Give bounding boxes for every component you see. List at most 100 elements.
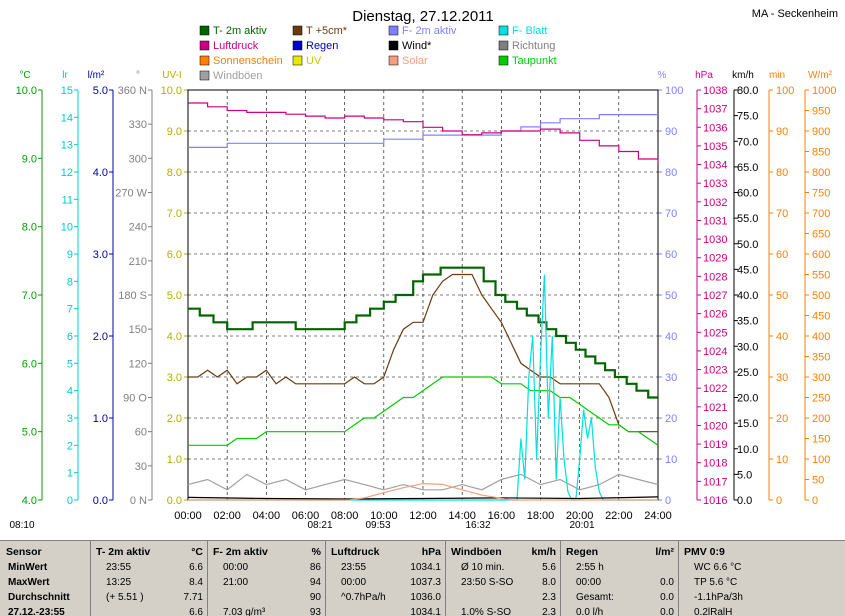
panel-cell-label: Ø 10 min. — [461, 562, 505, 573]
panel-header: Regen l/m² — [566, 546, 674, 558]
series-solar — [188, 482, 658, 501]
legend-label: Richtung — [512, 40, 555, 52]
panel-header-label: PMV 0:9 — [684, 546, 725, 558]
legend-swatch — [498, 25, 509, 36]
panel-row: Ø 10 min. 5.6 — [451, 562, 556, 576]
axis-tick-label-rain: 0.0 — [93, 495, 108, 507]
sun-event-label: 09:53 — [365, 520, 390, 531]
axis-tick-label-temp: 9.0 — [22, 153, 37, 165]
panel-row: ^0.7hPa/h 1036.0 — [331, 592, 441, 606]
axis-tick-label-wind: 30.0 — [737, 341, 758, 353]
panel-row: Durchschnitt — [6, 592, 86, 606]
axis-tick-label-lr: 0 — [67, 495, 73, 507]
panel-cell-label: 00:00 — [341, 577, 367, 588]
series-f-2m-aktiv — [188, 114, 658, 148]
x-tick-label: 10:00 — [370, 510, 398, 522]
panel-cell-value: 0.0 — [660, 607, 674, 616]
panel-row: 0.2lRalH — [684, 607, 796, 616]
weather-chart: Dienstag, 27.12.2011 MA - Seckenheim T- … — [9, 8, 838, 531]
legend-swatch — [292, 40, 303, 51]
axis-tick-label-press: 1029 — [703, 253, 727, 265]
panel-header-unit: hPa — [421, 546, 441, 558]
axis-tick-label-min: 80 — [776, 167, 788, 179]
axis-tick-label-hum: 100 — [665, 85, 683, 97]
axis-tick-label-solar: 550 — [812, 270, 830, 282]
axis-tick-label-temp: 5.0 — [22, 427, 37, 439]
panel-row: Gesamt: 0.0 — [566, 592, 674, 606]
legend-swatch — [199, 70, 210, 81]
panel-cell-value: 1037.3 — [410, 577, 441, 588]
series-wind- — [187, 496, 659, 500]
axis-tick-label-dir: 0 N — [130, 495, 147, 507]
panel-header-label: F- 2m aktiv — [213, 546, 268, 558]
panel-cell-value: 7.71 — [183, 592, 203, 603]
axis-tick-label-wind: 50.0 — [737, 239, 758, 251]
axis-unit-wind: km/h — [732, 70, 754, 81]
panel-separator — [207, 541, 208, 616]
axis-tick-label-lr: 12 — [61, 167, 73, 179]
panel-col-1: T- 2m aktiv °C 23:55 6.6 13:25 8.4 (+ 5.51 ) 7.… — [90, 541, 207, 616]
sun-events: 08:10 08:21 09:53 16:32 20:01 — [9, 520, 594, 531]
panel-col-0: Sensor MinWert MaxWert Durchschnitt 27.12.-2… — [0, 541, 90, 616]
axis-tick-label-press: 1032 — [703, 197, 727, 209]
legend-label: Sonnenschein — [213, 55, 283, 67]
panel-cell-label: MinWert — [8, 562, 48, 573]
axis-tick-label-min: 0 — [776, 495, 782, 507]
panel-col-2: F- 2m aktiv% 00:00 86 21:00 94 90 7.03 g/m³ 93 — [207, 541, 325, 616]
panel-row: 23:55 6.6 — [96, 562, 203, 576]
x-tick-label: 24:00 — [644, 510, 672, 522]
panel-row: 6.6 — [96, 607, 203, 616]
panel-cell-label: 27.12.-23:55 — [8, 607, 65, 616]
axis-tick-label-press: 1018 — [703, 458, 727, 470]
series-windb-en — [187, 473, 659, 491]
panel-row: 00:00 86 — [213, 562, 321, 576]
panel-cell-label: 0.0 l/h — [576, 607, 604, 616]
series-layer — [187, 102, 659, 501]
panel-col-4: Windböen km/h Ø 10 min. 5.6 23:50 S-SO 8.0 2.3… — [445, 541, 560, 616]
legend-label: Taupunkt — [512, 55, 557, 67]
axis-tick-label-press: 1030 — [703, 234, 727, 246]
axis-tick-label-uv: 7.0 — [167, 208, 182, 220]
panel-cell-value: 1034.1 — [410, 607, 441, 616]
panel-header: T- 2m aktiv °C — [96, 546, 203, 558]
legend-label: F- 2m aktiv — [402, 25, 457, 37]
axis-tick-label-wind: 60.0 — [737, 188, 758, 200]
x-tick-label: 16:00 — [488, 510, 516, 522]
axis-tick-label-lr: 13 — [61, 140, 73, 152]
axis-tick-label-lr: 2 — [67, 440, 73, 452]
axis-tick-label-rain: 5.0 — [93, 85, 108, 97]
axis-tick-label-hum: 0 — [665, 495, 671, 507]
panel-row: -1.1hPa/3h — [684, 592, 796, 606]
axis-tick-label-dir: 150 — [129, 324, 147, 336]
panel-row: 7.03 g/m³ 93 — [213, 607, 321, 616]
axis-tick-label-dir: 60 — [135, 427, 147, 439]
panel-cell-label: Gesamt: — [576, 592, 614, 603]
panel-row: 1034.1 — [331, 607, 441, 616]
axis-tick-label-lr: 9 — [67, 249, 73, 261]
panel-row: 13:25 8.4 — [96, 577, 203, 591]
axis-unit-press: hPa — [695, 70, 713, 81]
series-f-blatt — [188, 274, 658, 501]
axis-tick-label-lr: 3 — [67, 413, 73, 425]
panel-cell-label: 00:00 — [223, 562, 249, 573]
axis-tick-label-lr: 1 — [67, 468, 73, 480]
axis-tick-label-min: 40 — [776, 331, 788, 343]
panel-header: F- 2m aktiv% — [213, 546, 321, 558]
legend-swatch — [199, 40, 210, 51]
axis-tick-label-wind: 15.0 — [737, 418, 758, 430]
legend-label: Solar — [402, 55, 428, 67]
axis-tick-label-press: 1017 — [703, 476, 727, 488]
panel-cell-value: 8.0 — [542, 577, 556, 588]
legend-label: Wind* — [402, 40, 432, 52]
axis-tick-label-rain: 3.0 — [93, 249, 108, 261]
axis-tick-label-temp: 10.0 — [16, 85, 37, 97]
axis-tick-label-lr: 11 — [62, 194, 73, 206]
panel-row: MaxWert — [6, 577, 86, 591]
panel-row: 21:00 94 — [213, 577, 321, 591]
panel-row: 2.3 — [451, 592, 556, 606]
panel-row: 23:50 S-SO 8.0 — [451, 577, 556, 591]
axis-tick-label-press: 1028 — [703, 271, 727, 283]
axis-tick-label-uv: 0.0 — [167, 495, 182, 507]
axis-tick-label-hum: 50 — [665, 290, 677, 302]
axis-tick-label-press: 1021 — [703, 402, 727, 414]
